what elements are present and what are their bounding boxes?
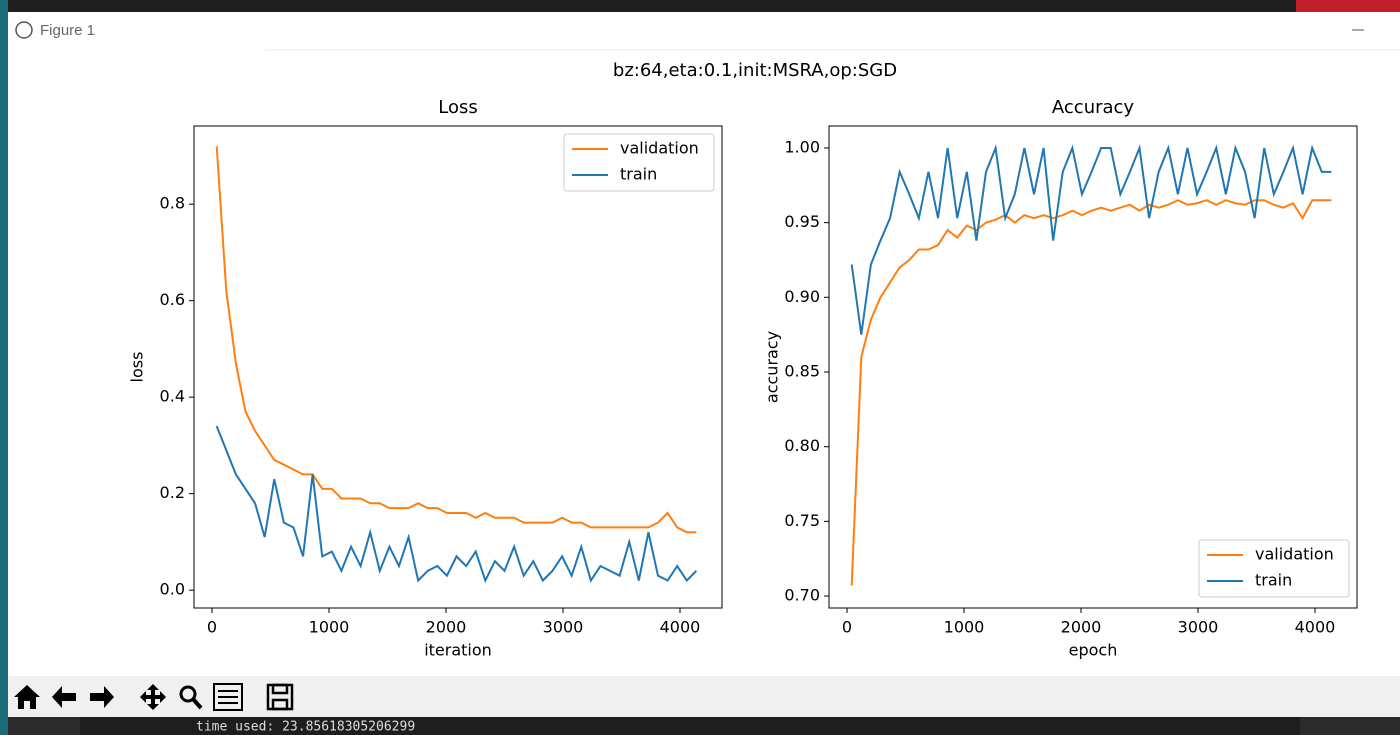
y-tick-label: 0.8 xyxy=(160,194,185,213)
y-tick-label: 0.90 xyxy=(784,287,820,306)
y-tick-label: 0.75 xyxy=(784,511,820,530)
chart-title: Loss xyxy=(438,97,477,118)
data-line xyxy=(215,425,698,584)
legend-label: validation xyxy=(1255,545,1334,564)
y-axis-label: loss xyxy=(128,352,147,383)
console xyxy=(80,717,1300,735)
y-tick-label: 0.4 xyxy=(160,387,185,406)
forward-button[interactable] xyxy=(90,686,114,708)
y-tick-label: 0.85 xyxy=(784,362,820,381)
y-tick-label: 0.80 xyxy=(784,436,820,455)
x-tick-label: 1000 xyxy=(309,618,350,637)
y-tick-label: 0.2 xyxy=(160,483,185,502)
side-strip xyxy=(0,0,8,735)
x-tick-label: 4000 xyxy=(660,618,701,637)
save-button[interactable] xyxy=(266,683,294,711)
legend-label: validation xyxy=(620,139,699,158)
y-tick-label: 0.95 xyxy=(784,212,820,231)
window xyxy=(8,12,1400,717)
y-tick-label: 0.6 xyxy=(160,290,185,309)
pan-button[interactable] xyxy=(140,684,166,710)
legend-label: train xyxy=(1255,571,1292,590)
data-line xyxy=(215,146,697,534)
x-tick-label: 2000 xyxy=(426,618,467,637)
plot-frame xyxy=(193,125,723,609)
y-tick-label: 1.00 xyxy=(784,137,820,156)
legend-label: train xyxy=(620,165,657,184)
window-title: Figure 1 xyxy=(40,22,95,39)
back-button[interactable] xyxy=(52,686,76,708)
configure-button[interactable] xyxy=(213,683,243,711)
data-line xyxy=(850,144,1332,335)
desktop-strip xyxy=(1296,0,1400,12)
y-axis-label: accuracy xyxy=(763,331,782,403)
app-icon xyxy=(15,21,33,39)
x-tick-label: 0 xyxy=(207,618,217,637)
editor-strip xyxy=(0,0,1400,12)
console-text: time used: 23.85618305206299 xyxy=(196,720,415,735)
y-tick-label: 0.0 xyxy=(160,580,185,599)
suptitle: bz:64,eta:0.1,init:MSRA,op:SGD xyxy=(613,60,897,81)
chart-title: Accuracy xyxy=(1052,97,1135,118)
home-button[interactable] xyxy=(14,685,40,709)
x-tick-label: 4000 xyxy=(1295,618,1336,637)
zoom-button[interactable] xyxy=(179,685,203,710)
x-tick-label: 3000 xyxy=(543,618,584,637)
x-tick-label: 2000 xyxy=(1061,618,1102,637)
x-axis-label: epoch xyxy=(1069,641,1118,660)
y-tick-label: 0.70 xyxy=(784,586,820,605)
x-tick-label: 1000 xyxy=(944,618,985,637)
toolbar-buttons xyxy=(14,683,294,711)
plot-frame xyxy=(828,125,1358,609)
x-tick-label: 3000 xyxy=(1178,618,1219,637)
x-tick-label: 0 xyxy=(842,618,852,637)
x-axis-label: iteration xyxy=(424,641,492,660)
